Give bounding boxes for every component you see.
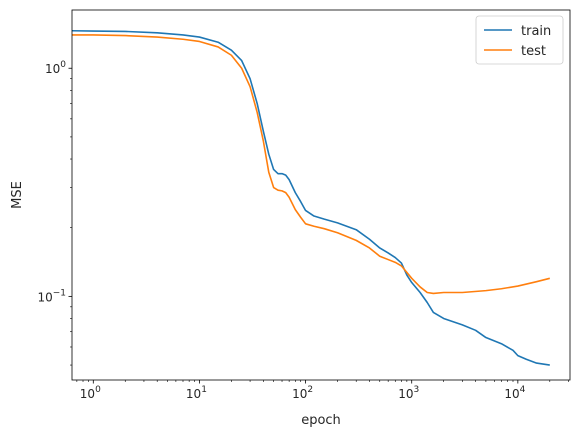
x-tick-label: 101 bbox=[186, 385, 207, 401]
legend: train test bbox=[475, 15, 564, 65]
y-axis-ticks: 100 10−1 bbox=[37, 60, 72, 366]
legend-label-test: test bbox=[521, 44, 546, 59]
plot-frame bbox=[71, 9, 571, 381]
y-tick-label: 10−1 bbox=[37, 288, 66, 304]
y-axis-label: MSE bbox=[10, 181, 25, 209]
x-axis-label: epoch bbox=[301, 413, 341, 428]
x-tick-label: 103 bbox=[398, 385, 419, 401]
x-tick-label: 102 bbox=[292, 385, 313, 401]
series-layer bbox=[71, 29, 550, 366]
x-axis-ticks: 100 101 102 103 104 bbox=[76, 380, 569, 401]
legend-box bbox=[475, 15, 564, 65]
y-tick-label: 100 bbox=[45, 60, 66, 76]
series-line-test bbox=[72, 34, 550, 295]
x-tick-label: 100 bbox=[80, 385, 101, 401]
legend-label-train: train bbox=[521, 24, 551, 39]
x-tick-label: 104 bbox=[504, 385, 525, 401]
series-line-train bbox=[71, 29, 550, 366]
